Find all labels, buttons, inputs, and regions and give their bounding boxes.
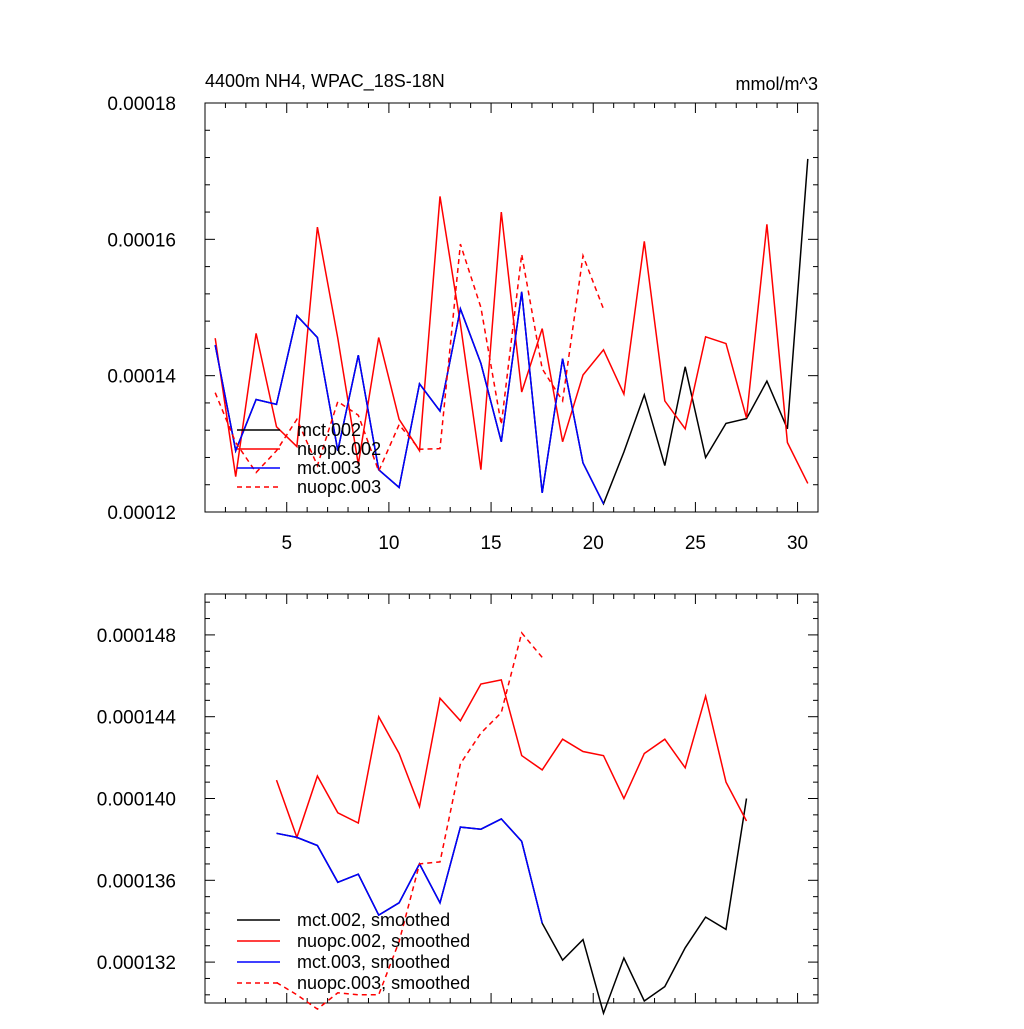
legend-label: mct.002 xyxy=(297,420,361,440)
y-tick-label: 0.000132 xyxy=(97,953,176,974)
series-line-nuopc-003-smoothed xyxy=(276,631,543,1011)
chart-title: 4400m NH4, WPAC_18S-18N xyxy=(205,71,445,92)
legend-label: mct.002, smoothed xyxy=(297,910,450,930)
y-tick-label: 0.000148 xyxy=(97,626,176,647)
x-tick-label: 20 xyxy=(583,533,604,554)
series-line-nuopc-002 xyxy=(214,196,809,484)
y-tick-label: 0.000140 xyxy=(97,790,176,811)
x-tick-label: 30 xyxy=(787,533,808,554)
y-tick-label: 0.000144 xyxy=(97,708,177,729)
chart-panel-2: 0.000132 0.000136 0.000140 0.000144 0.000148… xyxy=(97,593,819,1016)
chart-panel-1: 5 10 15 20 25 30 0.00012 0.00014 0.00016 0.00018 4… xyxy=(107,71,819,554)
x-tick-label: 15 xyxy=(480,533,501,554)
x-tick-label: 25 xyxy=(685,533,706,554)
series-line-nuopc-003 xyxy=(214,243,605,474)
y-tick-label: 0.000136 xyxy=(97,871,176,892)
units-label: mmol/m^3 xyxy=(736,74,818,94)
y-tick-label: 0.00016 xyxy=(107,230,176,251)
legend-label: nuopc.002, smoothed xyxy=(297,931,470,951)
x-tick-label: 10 xyxy=(378,533,399,554)
series-line-mct-003 xyxy=(214,291,605,505)
series-line-mct-003-smoothed xyxy=(276,817,543,924)
series-line-nuopc-002-smoothed xyxy=(275,679,748,840)
legend-label: nuopc.002 xyxy=(297,439,381,459)
legend-label: mct.003, smoothed xyxy=(297,952,450,972)
legend-label: nuopc.003, smoothed xyxy=(297,973,470,993)
y-tick-label: 0.00012 xyxy=(107,503,176,524)
y-tick-label: 0.00018 xyxy=(107,94,176,115)
legend-label: nuopc.003 xyxy=(297,477,381,497)
y-tick-label: 0.00014 xyxy=(107,367,176,388)
x-tick-label: 5 xyxy=(281,533,292,554)
legend-label: mct.003 xyxy=(297,458,361,478)
